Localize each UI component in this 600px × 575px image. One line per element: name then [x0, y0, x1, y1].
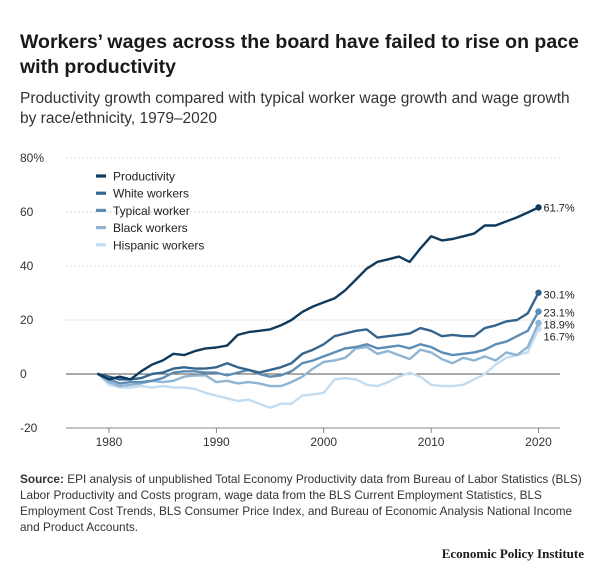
end-value-label: 23.1%: [544, 308, 575, 320]
end-point: [535, 319, 542, 327]
gridlines: [66, 157, 560, 429]
end-point: [535, 204, 542, 211]
series-line-typical-worker: [96, 310, 540, 385]
source-text: EPI analysis of unpublished Total Econom…: [20, 472, 582, 534]
x-tick-label: 1980: [96, 435, 123, 449]
end-value-label: 18.9%: [544, 320, 575, 332]
end-value-label: 16.7%: [544, 332, 575, 344]
brand-logo: Economic Policy Institute: [441, 546, 584, 561]
series-line-black-workers: [96, 321, 540, 388]
axes: 80% 60 40 20 0 -20 1980 1990 2000 2010 2020: [20, 151, 560, 449]
legend-label: Hispanic workers: [113, 238, 204, 252]
x-tick-label: 2020: [525, 435, 552, 449]
source-label: Source:: [20, 472, 64, 486]
legend: Productivity White workers Typical worker B…: [96, 170, 204, 252]
source-note: Source: EPI analysis of unpublished Tota…: [20, 471, 585, 535]
series-line-productivity: [96, 206, 540, 381]
series-lines: [96, 204, 542, 409]
end-value-label: 30.1%: [544, 289, 575, 301]
y-tick-label: 20: [20, 313, 34, 327]
chart-title: Workers’ wages across the board have fai…: [20, 31, 579, 78]
x-tick-label: 2000: [310, 435, 337, 449]
y-tick-label: 80%: [20, 151, 44, 165]
x-tick-label: 1990: [203, 435, 230, 449]
end-labels: 61.7% 30.1% 23.1%18.9%16.7%: [544, 203, 575, 344]
legend-label: Productivity: [113, 170, 175, 184]
legend-label: Black workers: [113, 221, 188, 235]
series-line-hispanic-workers: [96, 327, 540, 409]
y-tick-label: 60: [20, 205, 34, 219]
end-point: [535, 289, 542, 296]
line-chart: 80% 60 40 20 0 -20 1980 1990 2000 2010 2020 61.7% 3…: [20, 151, 575, 449]
chart-subtitle: Productivity growth compared with typica…: [20, 90, 570, 127]
legend-label: White workers: [113, 187, 189, 201]
y-tick-label: 0: [20, 367, 27, 381]
end-point: [535, 308, 542, 315]
end-value-label: 61.7%: [544, 203, 575, 215]
x-tick-label: 2010: [418, 435, 445, 449]
series-line-white-workers: [96, 291, 540, 381]
legend-label: Typical worker: [113, 204, 190, 218]
y-tick-label: -20: [20, 421, 38, 435]
y-tick-label: 40: [20, 259, 34, 273]
